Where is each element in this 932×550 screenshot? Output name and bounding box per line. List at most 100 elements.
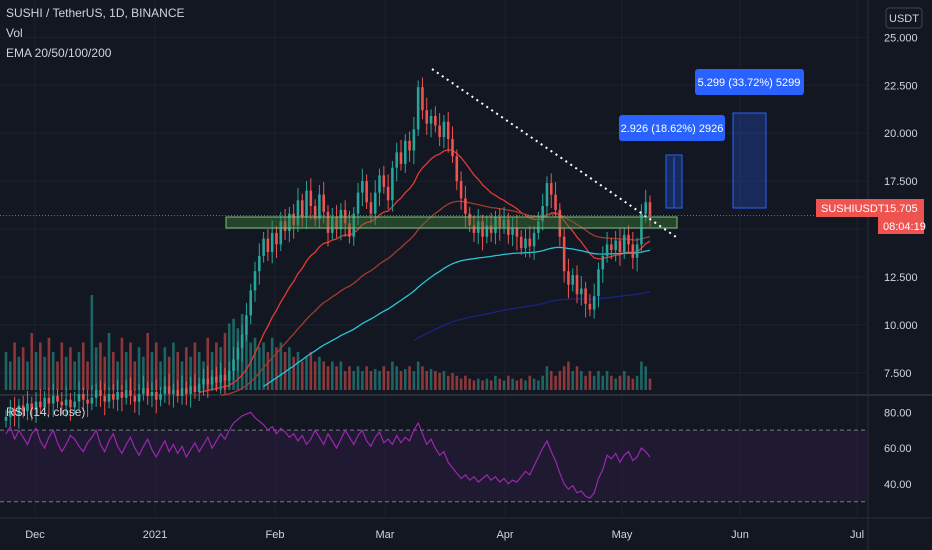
candle-body: [537, 221, 540, 233]
price-tick-label: 17.500: [884, 176, 918, 188]
candle-body: [322, 194, 325, 212]
volume-bar: [635, 375, 639, 390]
candle-body: [223, 374, 227, 381]
candle: [210, 369, 214, 392]
volume-bar: [507, 375, 510, 390]
candle: [352, 207, 356, 246]
candle-body: [403, 140, 407, 164]
candle-body: [331, 217, 334, 233]
volume-bar: [584, 375, 587, 390]
ema-legend[interactable]: EMA 20/50/100/200: [6, 46, 111, 60]
volume-bar: [322, 361, 325, 390]
volume-bar: [395, 366, 398, 390]
candle-body: [425, 110, 429, 124]
x-tick-label: Jul: [850, 529, 864, 541]
candle-body: [154, 392, 158, 400]
candle: [549, 173, 553, 209]
rsi-legend[interactable]: RSI (14, close): [6, 405, 85, 419]
candle: [318, 184, 321, 229]
candle: [592, 283, 596, 319]
candle-body: [77, 393, 81, 402]
candle-body: [146, 388, 149, 396]
volume-bar: [399, 371, 403, 390]
candle: [202, 368, 205, 396]
currency-label: USDT: [889, 13, 919, 25]
volume-bar: [519, 378, 523, 390]
candle-body: [64, 399, 68, 406]
candle: [219, 362, 222, 394]
candle: [331, 207, 334, 240]
candle-body: [558, 209, 562, 237]
candles: [4, 77, 652, 429]
candle-body: [627, 234, 630, 245]
candle: [558, 203, 562, 246]
candle: [356, 183, 360, 226]
candle-body: [348, 223, 351, 237]
candle: [73, 392, 76, 415]
volume-bar: [571, 371, 575, 390]
candle: [614, 230, 617, 262]
support-zone: [225, 216, 678, 229]
price-tick-label: 7.500: [884, 368, 912, 380]
volume-bar: [373, 369, 377, 390]
candle-body: [51, 395, 55, 404]
candle-body: [232, 359, 235, 371]
volume-bar: [270, 337, 274, 390]
volume-bar: [142, 356, 145, 390]
volume-legend[interactable]: Vol: [6, 26, 23, 40]
volume-bar: [26, 361, 29, 390]
volume-bar: [627, 375, 630, 390]
candle-body: [373, 192, 377, 214]
candle-body: [618, 240, 622, 253]
x-tick-label: Dec: [25, 529, 45, 541]
candle-body: [382, 175, 386, 187]
volume-bar: [51, 352, 55, 390]
candle: [9, 399, 12, 426]
descending-trendline: [431, 68, 677, 238]
ema20-line: [199, 149, 651, 394]
rsi-tick-label: 40.00: [884, 479, 912, 491]
volume-bar: [318, 356, 321, 390]
candle-body: [193, 386, 197, 392]
candle: [528, 226, 532, 258]
candle: [56, 389, 59, 409]
rsi-line: [5, 411, 651, 499]
candle-body: [279, 221, 283, 245]
volume-bar: [13, 342, 16, 390]
volume-bar: [455, 375, 459, 390]
candle: [193, 373, 197, 399]
measure-rect: [732, 112, 767, 209]
price-tag-value: 15.705: [884, 203, 918, 215]
volume-bar: [614, 378, 617, 390]
candle: [90, 385, 94, 411]
candle-body: [313, 206, 317, 220]
candle-body: [459, 181, 463, 199]
candle-body: [622, 234, 626, 253]
candle: [300, 193, 304, 227]
candle-body: [112, 393, 115, 400]
volume-bar: [331, 361, 334, 390]
volume-bar: [476, 378, 480, 390]
ema-label: EMA 20/50/100/200: [6, 46, 112, 60]
candle-body: [26, 403, 29, 412]
candle-body: [429, 115, 433, 124]
candle-body: [236, 347, 240, 360]
volume-bar: [112, 352, 115, 390]
candle-body: [399, 152, 403, 164]
volume-bar: [605, 371, 609, 390]
volume-bar: [640, 361, 643, 390]
volume-bar: [86, 361, 89, 390]
volume-bar: [502, 380, 506, 390]
candle-body: [81, 393, 85, 400]
candle: [631, 231, 635, 270]
candle-body: [107, 393, 111, 402]
candle: [601, 246, 605, 283]
volume-bar: [356, 366, 360, 390]
candle: [502, 207, 506, 234]
volume-bar: [408, 366, 411, 390]
volume-bar: [77, 352, 81, 390]
candle-body: [416, 87, 420, 130]
countdown-bg: [878, 217, 924, 234]
symbol-legend[interactable]: SUSHI / TetherUS, 1D, BINANCE: [6, 6, 185, 20]
